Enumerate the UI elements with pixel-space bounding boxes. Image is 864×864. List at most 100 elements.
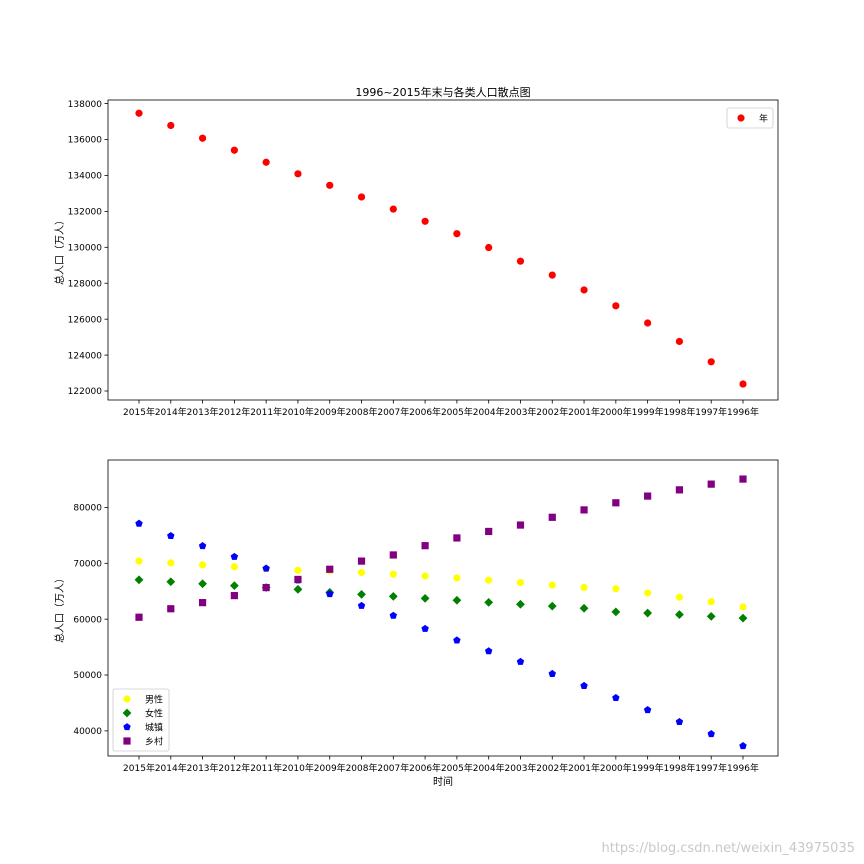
chart-2-point-城镇 xyxy=(739,742,747,750)
chart-1-point-年 xyxy=(453,230,461,238)
chart-2-point-乡村 xyxy=(675,486,684,494)
chart-1-x-tick-label: 1998年 xyxy=(663,406,695,418)
chart-2-legend-label: 女性 xyxy=(145,708,163,720)
chart-2-legend-marker-城镇 xyxy=(123,723,131,731)
chart-1-x-tick-label: 2014年 xyxy=(155,406,187,418)
chart-2-point-女性 xyxy=(293,584,303,594)
chart-2-point-女性 xyxy=(611,607,621,617)
chart-2-point-男性 xyxy=(389,570,397,578)
chart-2-point-女性 xyxy=(166,577,176,587)
chart-2-x-tick-label: 2007年 xyxy=(377,762,409,774)
chart-2-y-tick-label: 40000 xyxy=(73,727,102,737)
chart-1-x-tick-label: 2007年 xyxy=(377,406,409,418)
chart-1-point-年 xyxy=(167,121,175,130)
chart-2-point-女性 xyxy=(547,601,557,611)
chart-2-x-tick-label: 2009年 xyxy=(314,762,346,774)
chart-2-x-tick-label: 1996年 xyxy=(727,762,759,774)
chart-2-point-女性 xyxy=(229,581,239,591)
chart-2-legend-marker-乡村 xyxy=(123,737,131,745)
chart-2-point-男性 xyxy=(453,574,461,582)
chart-2-point-乡村 xyxy=(135,613,143,621)
chart-2-point-乡村 xyxy=(357,557,366,565)
chart-1-point-年 xyxy=(389,205,397,213)
chart-2-x-tick-label: 2011年 xyxy=(250,762,282,774)
chart-1-point-年 xyxy=(739,380,747,388)
chart-1-x-tick-label: 2001年 xyxy=(568,406,600,418)
chart-1-x-tick-label: 2013年 xyxy=(187,406,219,418)
chart-2-y-tick-label: 60000 xyxy=(73,615,102,625)
chart-2-point-城镇 xyxy=(357,601,366,609)
chart-2-x-tick-label: 2008年 xyxy=(346,762,378,774)
chart-2-legend-marker-男性 xyxy=(123,695,131,703)
chart-2-x-tick-label: 2015年 xyxy=(123,762,155,774)
chart-2-point-乡村 xyxy=(230,591,238,600)
chart-1-point-年 xyxy=(516,257,525,265)
chart-2-point-乡村 xyxy=(485,527,493,536)
chart-2-point-城镇 xyxy=(230,552,239,560)
chart-1-axes-frame xyxy=(107,99,779,401)
chart-1-x-tick-label: 2008年 xyxy=(346,406,378,418)
chart-1-x-tick-label: 2011年 xyxy=(250,406,282,418)
chart-2-x-tick-label: 1997年 xyxy=(695,762,727,774)
chart-2-legend-label: 乡村 xyxy=(145,736,163,748)
chart-1-y-tick-label: 132000 xyxy=(68,208,103,218)
chart-2-point-男性 xyxy=(580,583,588,592)
chart-1-x-tick-label: 1996年 xyxy=(727,406,759,418)
chart-1-x-tick-label: 2012年 xyxy=(218,406,250,418)
chart-2-point-乡村 xyxy=(262,583,270,592)
chart-2-point-城镇 xyxy=(198,542,207,550)
chart-2-point-男性 xyxy=(548,581,556,589)
chart-2-x-tick-label: 2012年 xyxy=(218,762,250,774)
chart-2-x-tick-label: 2014年 xyxy=(155,762,187,774)
chart-2-point-女性 xyxy=(738,613,748,623)
chart-2-point-女性 xyxy=(675,610,684,619)
chart-2-point-男性 xyxy=(516,578,525,587)
chart-2-point-女性 xyxy=(706,612,716,621)
chart-2-point-女性 xyxy=(484,597,494,607)
chart-2-point-男性 xyxy=(198,561,207,569)
chart-2-point-女性 xyxy=(643,608,653,618)
chart-2-point-男性 xyxy=(135,557,143,565)
chart-1-x-tick-label: 1999年 xyxy=(632,406,664,418)
chart-2-point-城镇 xyxy=(516,657,525,665)
chart-1-x-tick-label: 2010年 xyxy=(282,406,314,418)
chart-2-point-男性 xyxy=(612,585,620,593)
chart-2-x-tick-label: 1998年 xyxy=(663,762,695,774)
chart-2-y-tick-label: 70000 xyxy=(73,560,102,570)
chart-2-x-tick-label: 2000年 xyxy=(600,762,632,774)
chart-2-x-tick-label: 2004年 xyxy=(473,762,505,774)
chart-2-point-女性 xyxy=(198,579,207,589)
chart-1-point-年 xyxy=(644,319,652,327)
chart-2-point-城镇 xyxy=(484,647,493,655)
chart-1-point-年 xyxy=(198,134,207,142)
chart-2-x-tick-label: 2002年 xyxy=(536,762,568,774)
chart-2-point-女性 xyxy=(579,603,589,613)
chart-1-x-tick-label: 2004年 xyxy=(473,406,505,418)
chart-2-point-城镇 xyxy=(580,681,588,689)
chart-1-y-tick-label: 128000 xyxy=(68,279,103,289)
chart-2-x-tick-label: 1999年 xyxy=(632,762,664,774)
chart-2-point-城镇 xyxy=(548,669,556,677)
chart-1-y-tick-label: 124000 xyxy=(68,351,103,361)
chart-2-point-女性 xyxy=(420,593,430,603)
chart-1-y-tick-label: 122000 xyxy=(68,387,103,397)
chart-1-legend-box xyxy=(726,107,774,129)
chart-2-point-男性 xyxy=(421,572,429,580)
chart-1-legend-label: 年 xyxy=(759,113,768,125)
chart-2-point-男性 xyxy=(167,559,175,567)
chart-2-point-乡村 xyxy=(644,492,652,500)
chart-1-x-tick-label: 2000年 xyxy=(600,406,632,418)
chart-2-x-tick-label: 2006年 xyxy=(409,762,441,774)
chart-2-point-男性 xyxy=(485,576,493,584)
chart-1-x-tick-label: 2009年 xyxy=(314,406,346,418)
chart-1-point-年 xyxy=(357,193,366,201)
chart-2-point-乡村 xyxy=(198,599,207,607)
chart-2-point-男性 xyxy=(294,566,302,574)
chart-2-point-城镇 xyxy=(167,531,175,540)
chart-2-point-乡村 xyxy=(548,513,556,521)
chart-2-point-城镇 xyxy=(326,590,334,598)
chart-1-x-tick-label: 2005年 xyxy=(441,406,473,418)
chart-1-point-年 xyxy=(707,358,715,366)
chart-1-x-tick-label: 1997年 xyxy=(695,406,727,418)
